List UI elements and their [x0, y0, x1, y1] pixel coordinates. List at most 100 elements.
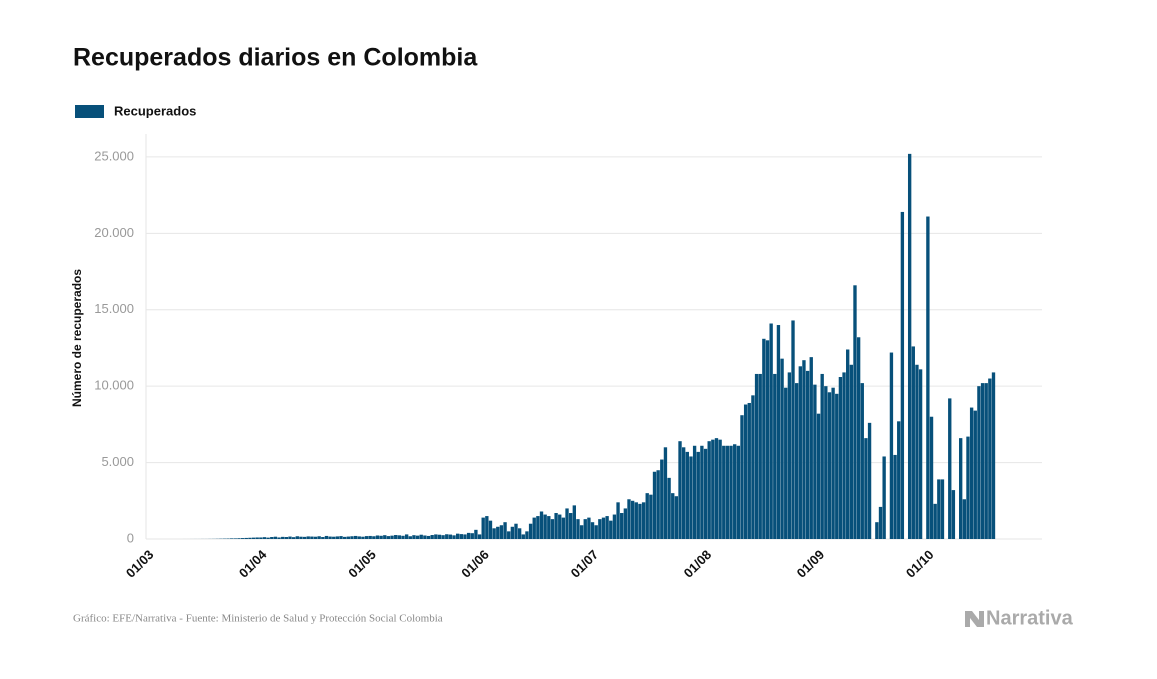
y-tick-label: 5.000	[101, 454, 134, 469]
bar	[740, 415, 743, 539]
bar	[718, 440, 721, 539]
bar	[536, 516, 539, 539]
bar	[438, 535, 441, 539]
bar	[992, 372, 995, 539]
bar	[412, 535, 415, 539]
bar	[795, 383, 798, 539]
bar	[310, 537, 313, 539]
bar	[766, 340, 769, 539]
bar	[817, 414, 820, 539]
chart-title: Recuperados diarios en Colombia	[73, 44, 478, 72]
bar	[503, 522, 506, 539]
bar	[667, 478, 670, 539]
bar	[893, 455, 896, 539]
bar	[551, 519, 554, 539]
bar	[952, 490, 955, 539]
bar	[901, 212, 904, 539]
bar	[631, 501, 634, 539]
bar	[737, 446, 740, 539]
bar	[449, 535, 452, 539]
bar	[678, 441, 681, 539]
bar	[492, 528, 495, 539]
bar	[332, 537, 335, 539]
bar	[489, 521, 492, 539]
bar	[543, 515, 546, 539]
bar	[635, 502, 638, 539]
bar	[642, 502, 645, 539]
bar	[558, 515, 561, 539]
bar	[682, 447, 685, 539]
bar	[584, 519, 587, 539]
bar	[237, 538, 240, 539]
bar	[350, 536, 353, 539]
y-tick-label: 15.000	[94, 301, 134, 316]
bar	[638, 504, 641, 539]
bar	[525, 531, 528, 539]
bar	[416, 536, 419, 539]
bar	[675, 496, 678, 539]
bar	[529, 524, 532, 539]
x-tick-label: 01/05	[345, 547, 379, 581]
bar	[398, 535, 401, 539]
bar	[471, 533, 474, 539]
bar	[977, 386, 980, 539]
bar	[296, 536, 299, 539]
bar	[266, 538, 269, 539]
bar	[394, 535, 397, 539]
bar	[912, 346, 915, 539]
bar	[835, 394, 838, 539]
bar	[602, 518, 605, 539]
bar	[430, 535, 433, 539]
bar	[405, 534, 408, 539]
bar	[547, 516, 550, 539]
bar	[343, 537, 346, 539]
bar	[613, 515, 616, 539]
bar	[401, 536, 404, 539]
bar	[890, 353, 893, 539]
bar	[780, 359, 783, 539]
bar	[970, 408, 973, 539]
bar	[919, 369, 922, 539]
bar	[784, 388, 787, 539]
bar	[868, 423, 871, 539]
bar	[649, 495, 652, 539]
bar	[420, 535, 423, 539]
bar	[839, 377, 842, 539]
bar	[354, 536, 357, 539]
bar	[263, 537, 266, 539]
bar	[463, 534, 466, 539]
bar	[897, 421, 900, 539]
bar	[620, 513, 623, 539]
bar	[336, 536, 339, 539]
bar	[339, 536, 342, 539]
bar	[609, 521, 612, 539]
bar	[689, 456, 692, 539]
bar	[292, 537, 295, 539]
bar	[759, 374, 762, 539]
bar	[281, 537, 284, 539]
bar	[427, 536, 430, 539]
y-axis-label: Número de recuperados	[70, 269, 84, 407]
bar	[711, 440, 714, 539]
bar	[445, 534, 448, 539]
bar	[423, 535, 426, 539]
bar	[941, 479, 944, 539]
bar	[467, 533, 470, 539]
bar	[605, 516, 608, 539]
bar	[496, 527, 499, 539]
logo-icon	[965, 611, 984, 627]
bar	[777, 325, 780, 539]
bar	[722, 446, 725, 539]
bar	[627, 499, 630, 539]
bar	[252, 538, 255, 539]
legend-label: Recuperados	[114, 103, 196, 118]
bar	[507, 531, 510, 539]
bar	[285, 537, 288, 539]
bar	[653, 472, 656, 539]
bar	[988, 379, 991, 539]
bar	[985, 383, 988, 539]
bar	[372, 536, 375, 539]
x-tick-label: 01/09	[794, 547, 828, 581]
bar	[769, 324, 772, 539]
bar	[259, 537, 262, 539]
